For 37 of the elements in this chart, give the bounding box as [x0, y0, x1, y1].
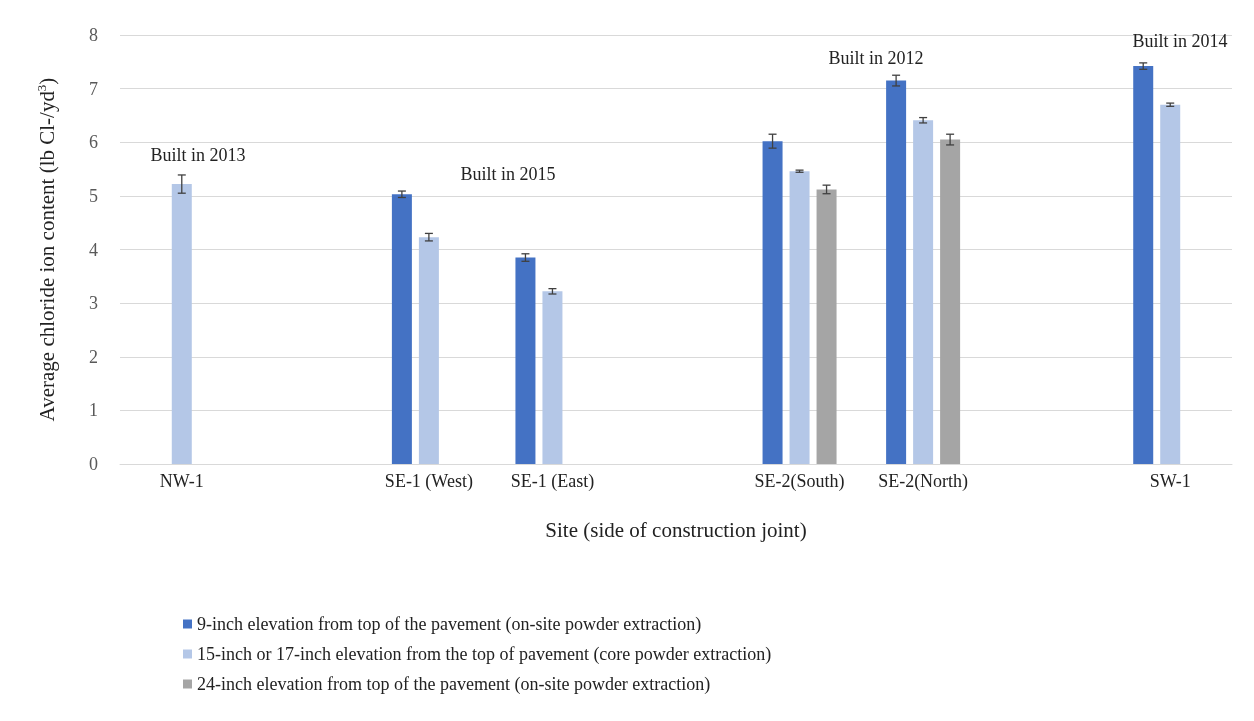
x-axis-title: Site (side of construction joint) — [545, 517, 807, 542]
y-tick-label: 0 — [89, 454, 98, 474]
annotation: Built in 2014 — [1132, 31, 1228, 51]
annotation: Built in 2013 — [150, 145, 246, 165]
y-tick-label: 5 — [89, 185, 98, 206]
y-tick-label: 7 — [89, 78, 98, 99]
annotation: Built in 2012 — [828, 48, 924, 68]
y-tick-label: 2 — [89, 346, 98, 367]
bar — [940, 139, 961, 464]
legend-label: 24-inch elevation from top of the pavement (on-site powder extraction) — [197, 674, 711, 695]
x-tick-label: SE-2(North) — [878, 471, 969, 492]
x-tick-label: NW-1 — [159, 471, 204, 491]
y-tick-label: 6 — [89, 132, 98, 153]
bar — [391, 194, 412, 464]
bar — [515, 257, 536, 464]
bar — [886, 80, 907, 464]
x-tick-label: SE-1 (East) — [510, 471, 595, 492]
bar — [418, 237, 439, 464]
x-tick-label: SE-2(South) — [754, 471, 845, 492]
bar — [1160, 104, 1181, 464]
annotation: Built in 2015 — [460, 164, 556, 184]
y-tick-label: 4 — [89, 239, 98, 260]
legend-label: 9-inch elevation from top of the pavement (on-site powder extraction) — [197, 614, 702, 635]
y-tick-label: 3 — [89, 293, 98, 314]
x-tick-label: SE-1 (West) — [384, 471, 473, 492]
bar — [1133, 66, 1154, 464]
x-tick-label: SW-1 — [1149, 471, 1191, 491]
bar — [171, 184, 192, 464]
bar — [816, 189, 837, 464]
y-axis-title: Average chloride ion content (lb Cl-/yd3) — [34, 77, 59, 422]
bar — [789, 171, 810, 464]
legend-label: 15-inch or 17-inch elevation from the top of pavement (core powder extraction) — [197, 644, 772, 665]
bar — [542, 291, 563, 464]
y-tick-label: 8 — [89, 25, 98, 45]
bar — [913, 120, 934, 464]
y-tick-label: 1 — [89, 400, 98, 421]
bar — [762, 141, 783, 464]
